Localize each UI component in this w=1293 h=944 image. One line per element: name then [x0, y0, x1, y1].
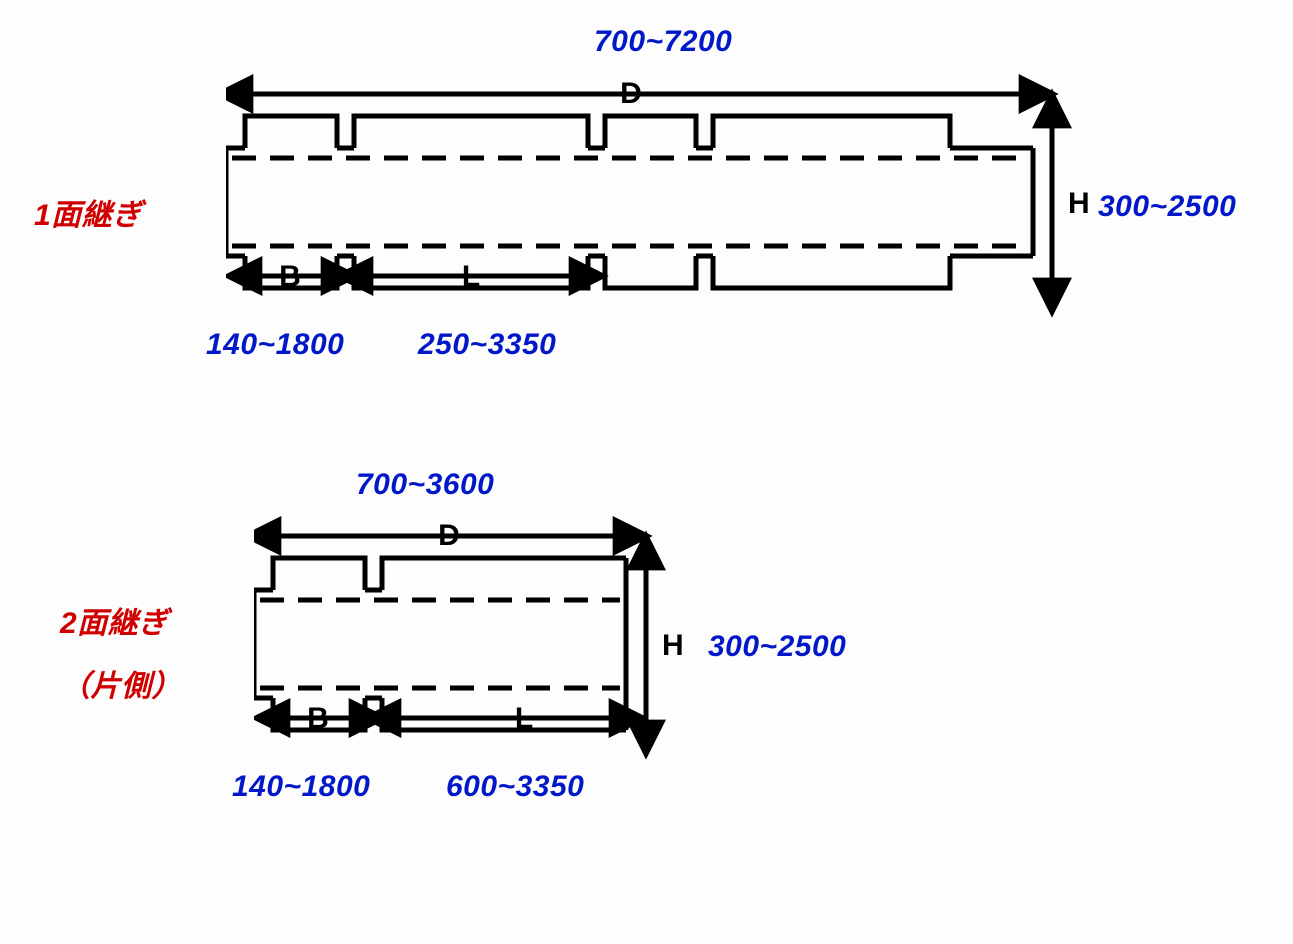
fig2-H-letter: H: [662, 629, 684, 662]
fig1-diagram: D H B L: [226, 73, 1096, 333]
stage: 1面継ぎ 700~7200 300~2500 140~1800 250~3350: [0, 0, 1293, 944]
fig1-B-range: 140~1800: [206, 328, 344, 362]
fig2-D-range: 700~3600: [356, 468, 494, 502]
fig2-diagram: D H B L: [254, 515, 694, 775]
fig2-B-range: 140~1800: [232, 770, 370, 804]
fig2-title: 2面継ぎ: [60, 598, 169, 642]
fig2-L-range: 600~3350: [446, 770, 584, 804]
fig1-D-letter: D: [620, 77, 642, 110]
fig2-B-letter: B: [307, 702, 329, 735]
fig1-D-range: 700~7200: [594, 25, 732, 59]
fig2-subtitle: （片側）: [60, 661, 182, 705]
fig2-L-letter: L: [515, 702, 533, 735]
fig1-H-range: 300~2500: [1098, 190, 1236, 224]
fig2-H-range: 300~2500: [708, 630, 846, 664]
fig1-H-letter: H: [1068, 187, 1090, 220]
fig2-D-letter: D: [438, 519, 460, 552]
fig1-L-range: 250~3350: [418, 328, 556, 362]
fig1-title: 1面継ぎ: [34, 190, 143, 234]
fig1-B-letter: B: [279, 260, 301, 293]
fig1-L-letter: L: [462, 260, 480, 293]
